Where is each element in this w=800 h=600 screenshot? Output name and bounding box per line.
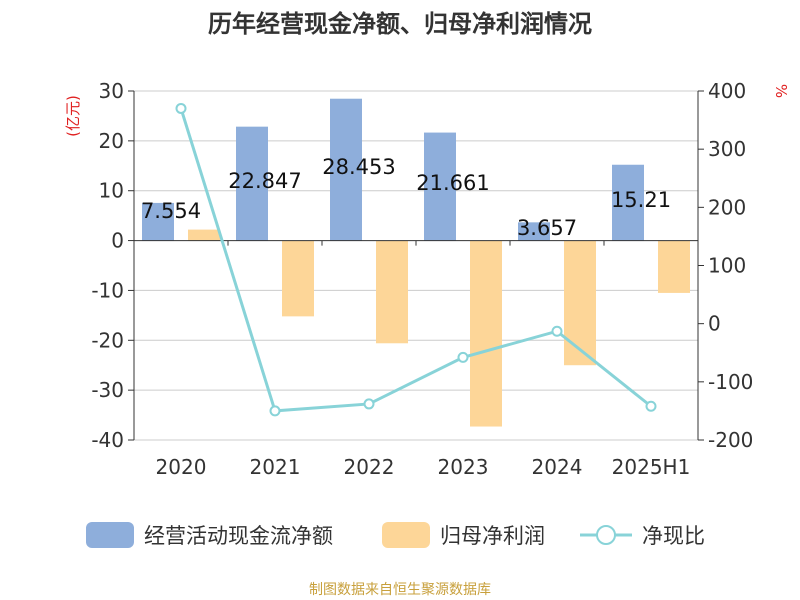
left-axis-tick-label: 30 [99,79,124,103]
legend-marker-cash-ratio [596,525,616,545]
bar-net-profit [376,240,408,344]
bar-net-profit [658,240,690,293]
point-cash-ratio [457,351,469,363]
data-label-operating-cash-flow: 15.21 [611,188,671,212]
labels-layer: 3020100-10-20-30-404003002001000-100-200… [91,79,753,479]
category-label: 2024 [532,455,583,479]
right-axis-tick-label: 300 [708,137,746,161]
bar-net-profit [470,240,502,427]
legend-label-cash-ratio: 净现比 [642,524,705,548]
point-cash-ratio [645,400,657,412]
chart-title: 历年经营现金净额、归母净利润情况 [208,10,592,38]
bar-operating-cash-flow [612,164,644,241]
category-label: 2023 [438,455,489,479]
point-cash-ratio [551,325,563,337]
data-label-operating-cash-flow: 7.554 [141,199,201,223]
left-axis-tick-label: -20 [91,328,124,352]
legend: 经营活动现金流净额 归母净利润 净现比 [86,522,705,548]
category-label: 2025H1 [612,455,691,479]
left-axis-tick-label: 20 [99,129,124,153]
category-label: 2020 [156,455,207,479]
legend-label-net-profit: 归母净利润 [440,524,545,548]
bar-operating-cash-flow [142,202,174,241]
legend-label-operating-cash-flow: 经营活动现金流净额 [144,524,333,548]
right-axis-tick-label: 400 [708,79,746,103]
left-axis-tick-label: -40 [91,428,124,452]
data-source-footer: 制图数据来自恒生聚源数据库 [309,582,491,598]
line-layer [175,102,657,417]
left-axis-tick-label: 10 [99,179,124,203]
bar-net-profit [188,229,220,241]
bar-operating-cash-flow [518,222,550,241]
category-label: 2022 [344,455,395,479]
left-axis-tick-label: -10 [91,278,124,302]
category-label: 2021 [250,455,301,479]
bars-layer [142,98,690,427]
bar-net-profit [282,240,314,317]
right-axis-tick-label: 0 [708,312,721,336]
data-label-operating-cash-flow: 21.661 [416,171,489,195]
bar-net-profit [564,240,596,366]
point-cash-ratio [175,102,187,114]
left-axis-tick-label: 0 [111,229,124,253]
right-axis-unit-label: % [772,84,790,98]
data-label-operating-cash-flow: 22.847 [228,169,301,193]
right-axis-tick-label: 100 [708,254,746,278]
right-axis-tick-label: -100 [708,370,753,394]
right-axis-tick-label: -200 [708,428,753,452]
bar-operating-cash-flow [424,132,456,241]
axes-layer [128,90,704,441]
bar-operating-cash-flow [330,98,362,241]
right-axis-tick-label: 200 [708,195,746,219]
line-cash-ratio [179,108,652,413]
legend-swatch-net-profit [382,522,430,548]
left-axis-tick-label: -30 [91,378,124,402]
left-axis-unit-label: (亿元) [64,95,82,137]
legend-swatch-operating-cash-flow [86,522,134,548]
bar-operating-cash-flow [236,126,268,241]
data-label-operating-cash-flow: 28.453 [322,155,395,179]
point-cash-ratio [269,405,281,417]
point-cash-ratio [363,398,375,410]
data-label-operating-cash-flow: 3.657 [517,216,577,240]
grid-layer [134,90,698,441]
